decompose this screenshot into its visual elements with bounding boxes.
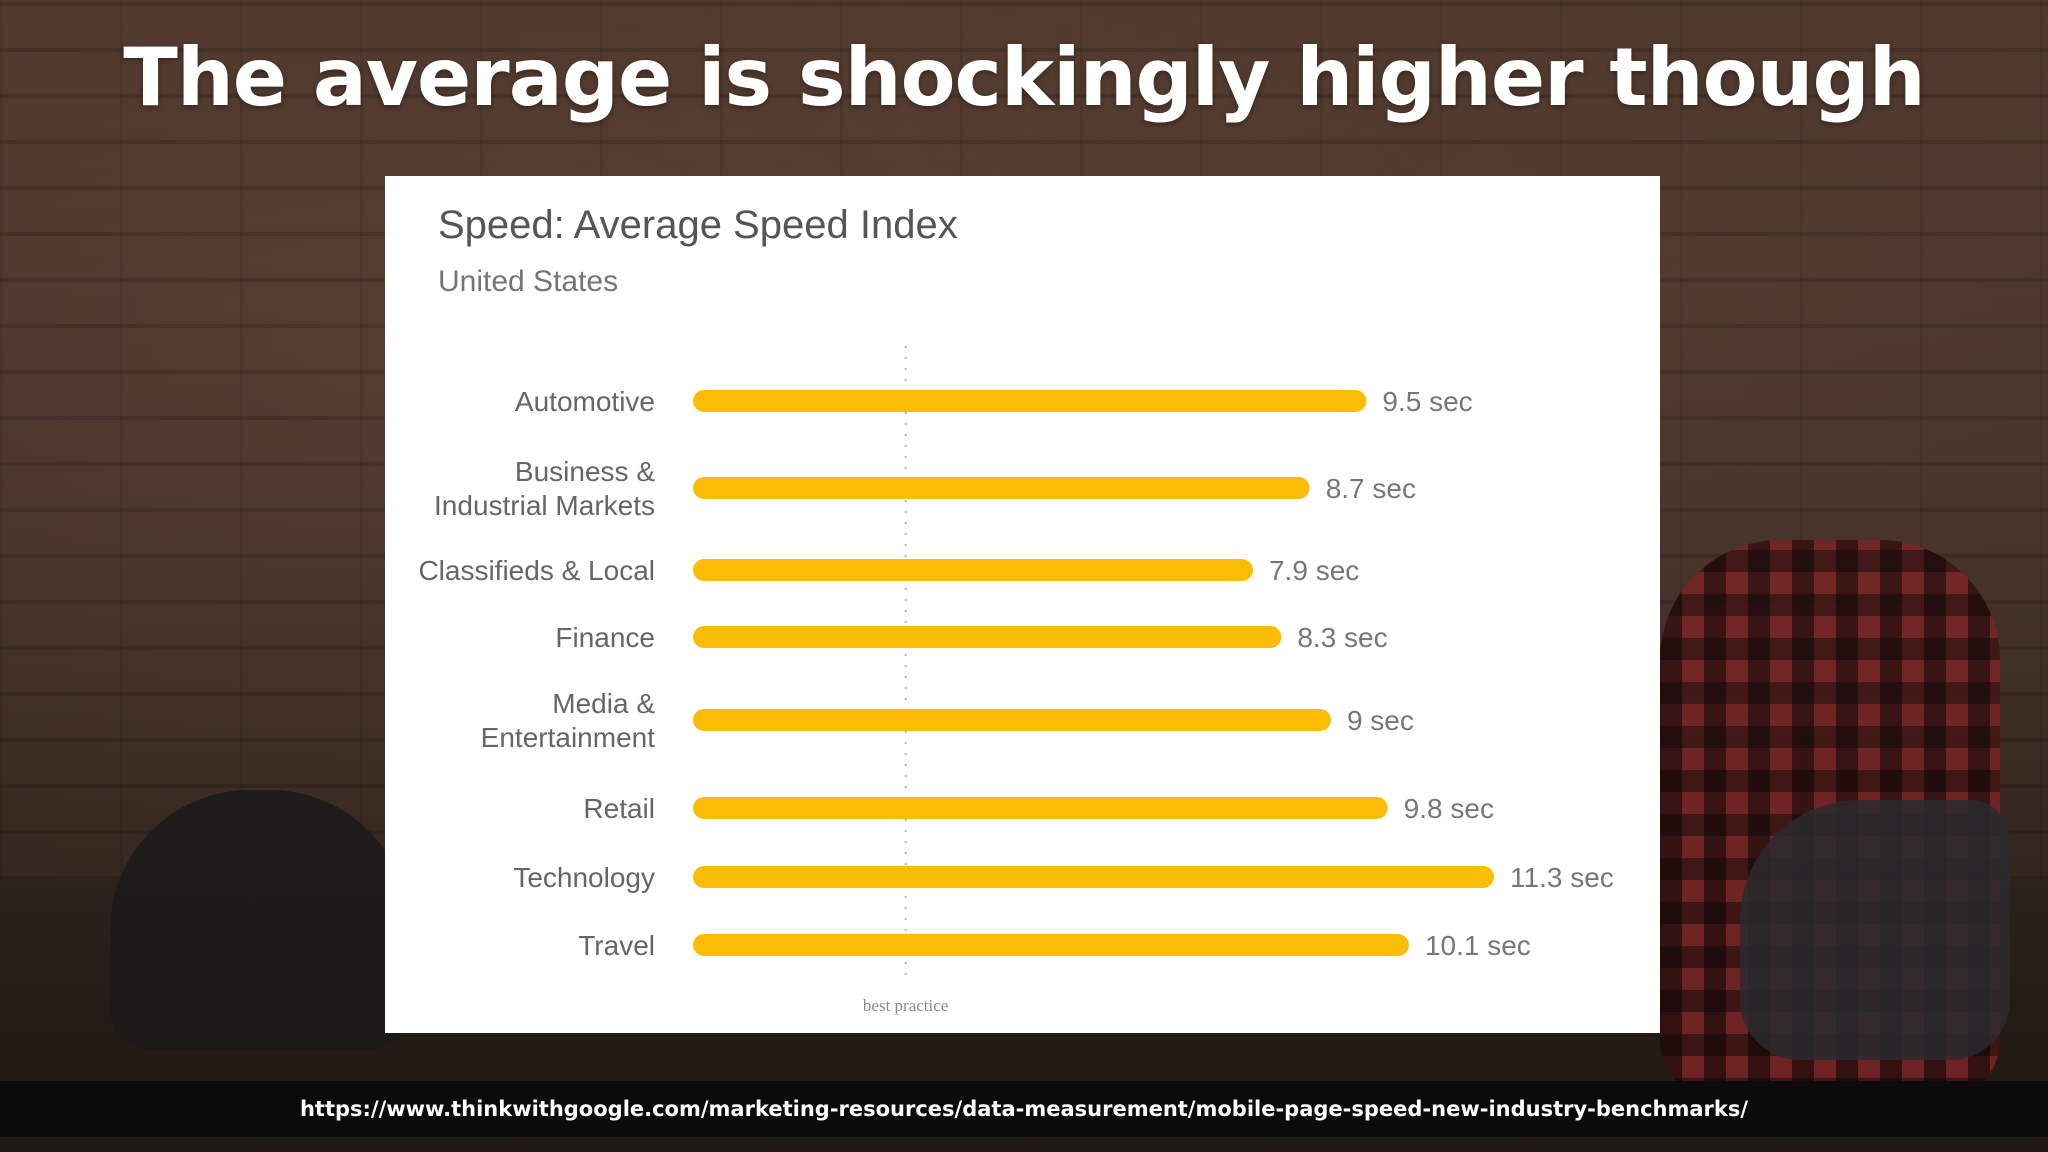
- seated-person-left: [110, 790, 410, 1050]
- slide-title: The average is shockingly higher though: [123, 31, 1925, 124]
- category-label: Industrial Markets: [434, 490, 655, 521]
- category-label: Entertainment: [481, 722, 656, 753]
- bar: [693, 559, 1253, 581]
- chart-title: Speed: Average Speed Index: [438, 203, 958, 247]
- value-label: 10.1 sec: [1425, 930, 1531, 961]
- reference-line-label: best practice: [863, 996, 948, 1015]
- bar: [693, 626, 1282, 648]
- value-label: 8.7 sec: [1326, 473, 1416, 504]
- value-label: 9.5 sec: [1382, 386, 1472, 417]
- source-url[interactable]: https://www.thinkwithgoogle.com/marketin…: [299, 1097, 1749, 1121]
- value-label: 9 sec: [1347, 705, 1414, 736]
- value-label: 9.8 sec: [1404, 793, 1494, 824]
- bar: [693, 477, 1310, 499]
- category-label: Classifieds & Local: [418, 555, 655, 586]
- category-label: Retail: [583, 793, 655, 824]
- chart-subtitle: United States: [438, 265, 618, 298]
- category-label: Technology: [513, 862, 655, 893]
- bar: [693, 390, 1367, 412]
- bar: [693, 866, 1494, 888]
- category-label: Travel: [578, 930, 655, 961]
- value-label: 7.9 sec: [1269, 555, 1359, 586]
- seated-person-right-legs: [1740, 800, 2010, 1060]
- bar: [693, 709, 1331, 731]
- value-label: 11.3 sec: [1510, 862, 1614, 893]
- category-label: Finance: [555, 622, 655, 653]
- value-label: 8.3 sec: [1297, 622, 1387, 653]
- bar: [693, 797, 1388, 819]
- bar: [693, 934, 1409, 956]
- bar-chart: Speed: Average Speed Index United States…: [418, 203, 1614, 1015]
- category-label: Media &: [552, 688, 655, 719]
- chart-card: Speed: Average Speed Index United States…: [385, 176, 1660, 1033]
- category-label: Automotive: [515, 386, 655, 417]
- source-bar: https://www.thinkwithgoogle.com/marketin…: [0, 1081, 2048, 1137]
- category-label: Business &: [515, 456, 655, 487]
- chart-body: best practice Automotive 9.5 sec Business &…: [418, 346, 1614, 1015]
